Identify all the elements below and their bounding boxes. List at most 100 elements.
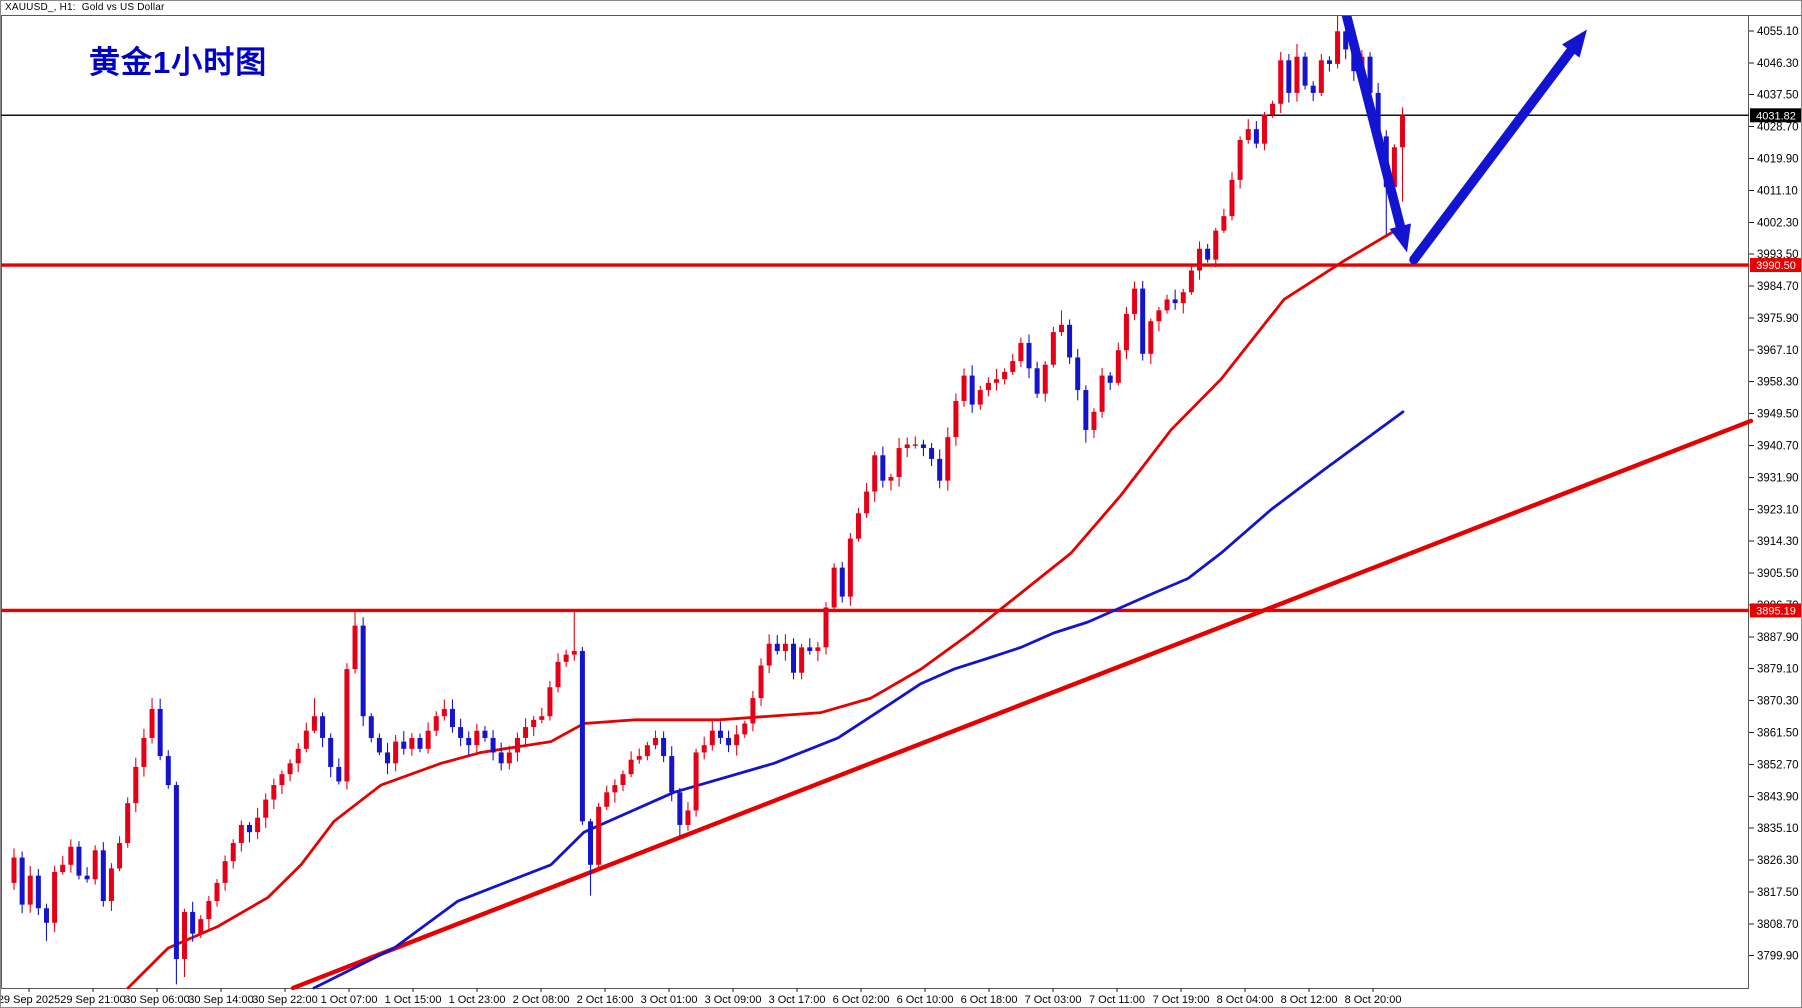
price-tick-label: 3799.90 [1757,951,1799,963]
candle-body-up [596,806,602,865]
price-tick-label: 4028.70 [1757,122,1799,134]
candle-body-up [1245,129,1251,141]
price-tick-label: 4019.90 [1757,154,1799,166]
candle-body-up [68,846,74,865]
candle-body-up [108,868,114,902]
candle-body-up [912,444,918,446]
candle-body-up [311,716,317,731]
candle-body-down [190,911,196,934]
time-tick-label: 2 Oct 16:00 [577,994,634,1006]
price-tick-label: 4011.10 [1757,185,1798,197]
chart-title: XAUUSD_, H1: Gold vs US Dollar [5,2,165,13]
candle-body-down [360,625,366,717]
candle-body-down [1253,129,1259,144]
candle-body-up [1050,332,1056,365]
candle-body-up [1115,350,1121,383]
candle-body-up [1197,248,1203,271]
price-tick-label: 3879.10 [1757,664,1799,676]
down-arrow[interactable] [1340,4,1411,253]
candle-body-up [847,538,853,597]
candle-body-up [985,382,991,391]
candle-body-up [1148,321,1154,354]
candle-body-down [969,375,975,405]
candle-body-up [1010,361,1016,372]
candle-body-up [734,734,740,746]
candle-body-down [1302,56,1308,86]
candle-body-up [652,737,658,746]
candle-body-up [1058,324,1064,333]
candle-body-up [750,698,756,724]
candle-body-up [636,756,642,760]
candle-body-up [799,647,805,673]
candle-body-down [669,756,675,793]
trendline[interactable] [290,418,1754,991]
candle-body-up [149,708,155,738]
candle-body-up [141,737,147,767]
resistance-price-tag: 3990.50 [1750,258,1801,273]
candle-body-up [1294,56,1300,93]
candle-body-up [1123,313,1129,351]
candle-body-down [1083,390,1089,430]
resistance-price-tag-text: 3990.50 [1756,260,1796,272]
candle-body-up [238,824,244,844]
candle-body-up [685,810,691,825]
candle-body-up [961,375,967,401]
candle-body-up [523,727,529,738]
plot-border [1,15,1749,989]
candle-body-up [279,774,285,786]
price-tick-label: 3975.90 [1757,313,1799,325]
arrow-shaft [1340,4,1408,242]
candle-body-down [84,875,90,880]
candle-body-up [1164,299,1170,311]
time-tick-label: 2 Oct 08:00 [513,994,570,1006]
candle-body-up [1400,115,1406,148]
candle-body-up [344,669,350,782]
up-arrow[interactable] [1409,29,1587,265]
candle-body-down [449,708,455,728]
candle-body-up [571,650,577,655]
candle-body-up [547,687,553,717]
ma-red-line[interactable] [126,229,1397,990]
candle-body-up [994,379,1000,383]
candle-body-up [255,817,261,833]
candle-body-up [117,843,123,869]
current-price-tag-bg [1750,108,1801,123]
price-tick-label: 3843.90 [1757,791,1799,803]
candle-body-up [855,513,861,539]
price-tick-label: 3826.30 [1757,855,1799,867]
price-tick-label: 3923.10 [1757,504,1799,516]
candle-body-up [701,745,707,753]
candle-body-down [726,737,732,746]
ma-blue-line[interactable] [312,410,1405,990]
price-axis: 4055.10 4046.30 4037.50 4028.70 4019.90 4011.… [1749,26,1799,963]
time-tick-label: 30 Sep 14:00 [188,994,253,1006]
candle-body-up [742,723,748,735]
candle-body-down [880,455,886,481]
candle-body-up [953,400,959,438]
candle-body-down [1034,368,1040,394]
price-tick-label: 3887.90 [1757,632,1799,644]
candle-body-up [628,759,634,775]
time-tick-label: 29 Sep 2025 [1,994,60,1006]
candle-body-down [19,857,25,905]
candle-body-down [76,846,82,876]
candle-body-up [125,803,131,844]
candle-body-up [295,748,301,764]
candle-body-down [246,824,252,833]
candle-body-down [1326,60,1332,64]
candle-body-up [303,730,309,749]
candle-body-up [92,850,98,880]
candle-body-up [1213,230,1219,260]
candle-body-down [1172,299,1178,304]
support-price-tag: 3895.19 [1750,603,1801,618]
candle-body-up [1042,364,1048,394]
price-tick-label: 3984.70 [1757,281,1799,293]
support-price-tag-text: 3895.19 [1756,605,1796,617]
candle-body-up [1091,411,1097,430]
candle-body-up [644,745,650,757]
candle-body-up [1261,114,1267,144]
time-tick-label: 1 Oct 15:00 [385,994,442,1006]
price-tick-label: 3861.50 [1757,728,1799,740]
candle-body-down [1343,31,1349,50]
